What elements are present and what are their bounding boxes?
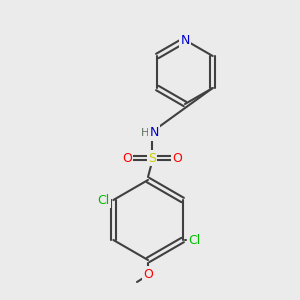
Text: O: O xyxy=(122,152,132,164)
Text: N: N xyxy=(149,127,159,140)
Text: S: S xyxy=(148,152,156,164)
Text: N: N xyxy=(180,34,190,46)
Text: H: H xyxy=(141,128,149,138)
Text: Cl: Cl xyxy=(188,233,201,247)
Text: O: O xyxy=(172,152,182,164)
Text: O: O xyxy=(143,268,153,281)
Text: Cl: Cl xyxy=(97,194,110,206)
